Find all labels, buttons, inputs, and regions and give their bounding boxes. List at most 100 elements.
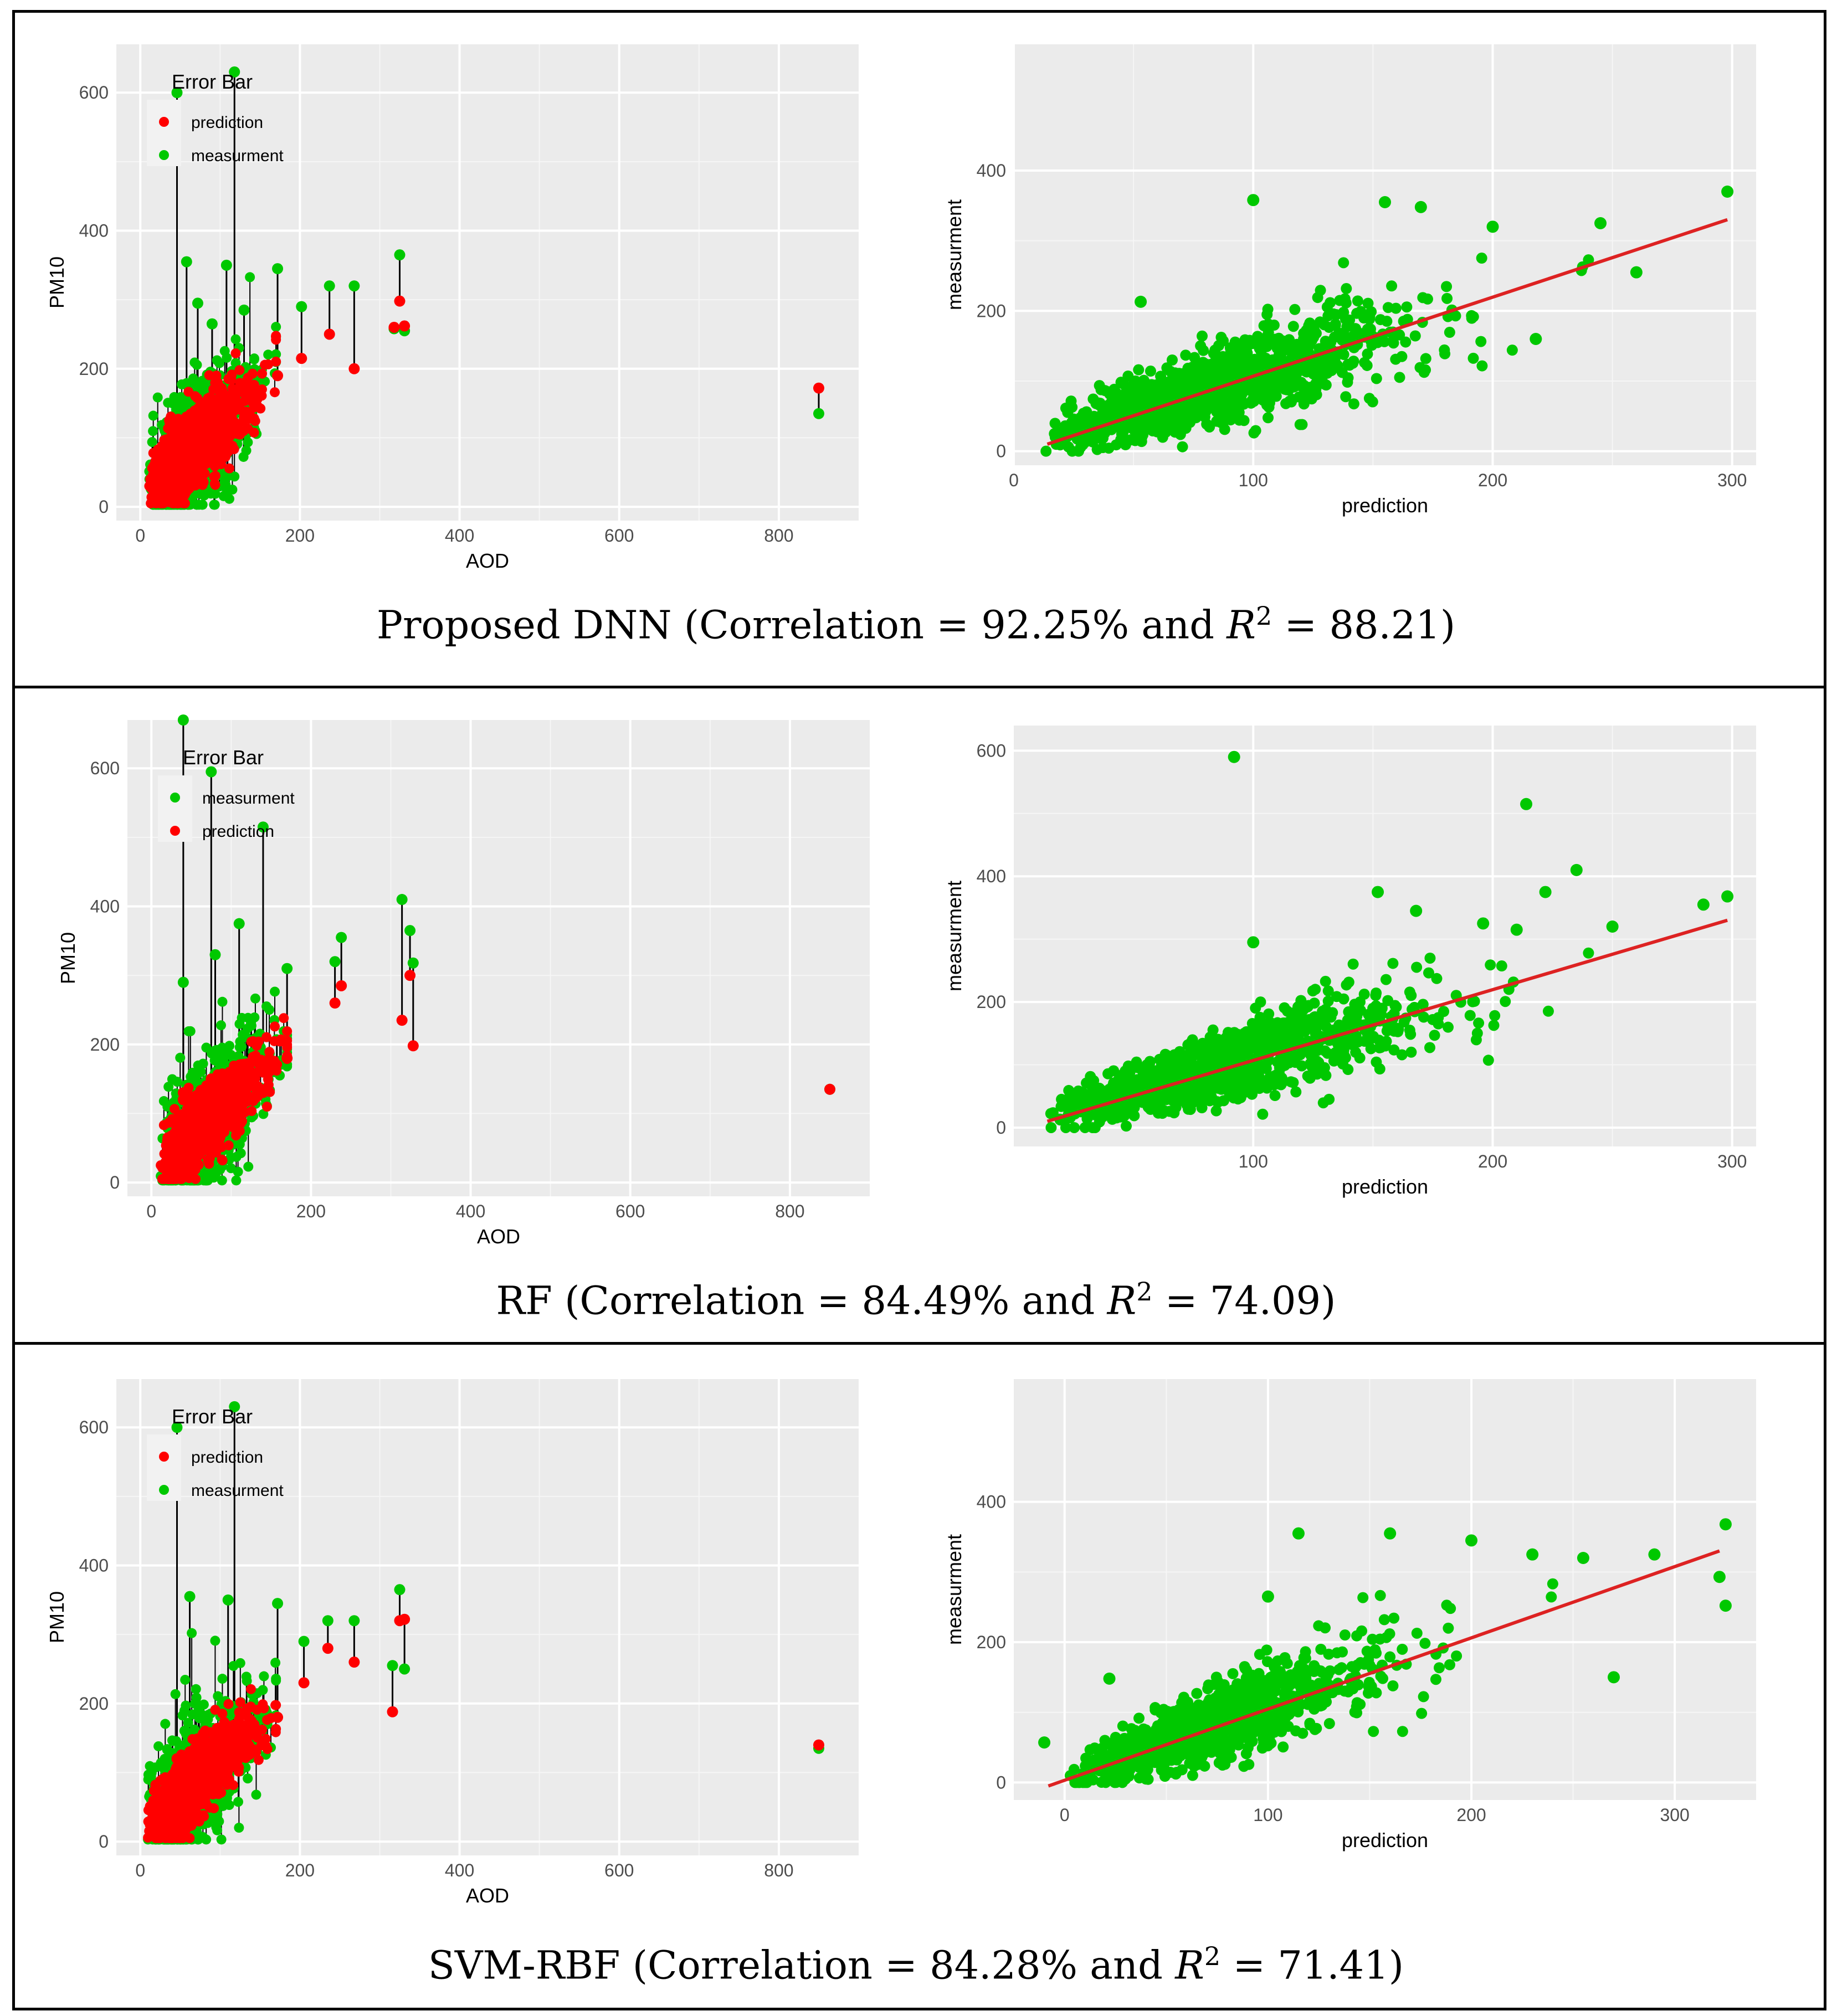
measurment-point xyxy=(171,87,183,99)
prediction-point xyxy=(166,412,176,422)
prediction-point xyxy=(164,446,175,457)
x-tick-label: 600 xyxy=(604,526,634,546)
prediction-point xyxy=(180,434,191,445)
data-point xyxy=(1250,425,1261,436)
prediction-point xyxy=(148,461,159,471)
measurment-point xyxy=(163,1082,174,1092)
data-point xyxy=(1330,318,1341,330)
x-axis-title: prediction xyxy=(1342,494,1428,517)
data-point xyxy=(1081,435,1093,447)
prediction-point xyxy=(183,422,193,433)
data-point xyxy=(1308,332,1320,343)
prediction-point xyxy=(230,348,241,358)
caption-joiner: and xyxy=(1141,602,1215,648)
prediction-point xyxy=(157,468,168,479)
prediction-point xyxy=(257,368,268,379)
data-point xyxy=(1351,307,1363,319)
prediction-point xyxy=(203,440,213,451)
data-point xyxy=(1133,364,1145,376)
prediction-point xyxy=(217,402,228,412)
prediction-point xyxy=(271,335,281,345)
data-point xyxy=(1476,360,1488,372)
measurment-point xyxy=(263,349,274,360)
data-point xyxy=(1313,343,1325,354)
data-point xyxy=(1081,406,1092,418)
measurment-point xyxy=(192,359,202,370)
data-point xyxy=(1155,389,1167,401)
data-point xyxy=(1225,402,1236,413)
data-point xyxy=(1247,194,1260,207)
data-point xyxy=(1476,253,1487,264)
legend-title: Error Bar xyxy=(172,70,253,93)
data-point xyxy=(1168,384,1179,395)
data-point xyxy=(1263,402,1275,413)
x-tick-label: 800 xyxy=(775,1201,804,1221)
data-point xyxy=(1381,316,1393,327)
legend: Error Bar prediction measurment xyxy=(147,70,284,166)
measurment-point xyxy=(230,334,241,344)
prediction-point xyxy=(204,370,214,380)
data-point xyxy=(1188,361,1200,373)
data-point xyxy=(1225,354,1237,366)
data-point xyxy=(1217,360,1228,372)
data-point xyxy=(1340,391,1352,403)
measurment-point xyxy=(148,410,158,421)
data-point xyxy=(1147,425,1158,436)
data-point xyxy=(1128,378,1140,389)
data-point xyxy=(1099,428,1111,439)
prediction-point xyxy=(165,480,175,490)
prediction-point xyxy=(269,387,280,398)
data-point xyxy=(1583,254,1594,266)
prediction-point xyxy=(176,496,186,506)
data-point xyxy=(1211,389,1223,401)
data-point xyxy=(1320,379,1332,391)
prediction-point xyxy=(296,353,307,364)
data-point xyxy=(1141,384,1153,396)
prediction-point xyxy=(244,407,255,418)
data-point xyxy=(1439,348,1451,359)
data-point xyxy=(1166,354,1178,366)
data-point xyxy=(1235,387,1247,398)
prediction-point xyxy=(249,388,259,399)
data-point xyxy=(1364,313,1376,325)
data-point xyxy=(1409,330,1421,342)
data-point xyxy=(1400,336,1412,348)
data-point xyxy=(1394,372,1405,383)
data-point xyxy=(1198,344,1209,356)
data-point xyxy=(1263,412,1274,424)
prediction-point xyxy=(256,384,267,395)
data-point xyxy=(1094,397,1106,409)
x-tick-label: 600 xyxy=(615,1201,645,1221)
y-axis-title: PM10 xyxy=(61,932,79,984)
prediction-point xyxy=(399,320,410,332)
prediction-point xyxy=(388,322,400,333)
data-point xyxy=(1287,375,1299,387)
prediction-point xyxy=(272,370,284,382)
x-tick-label: 0 xyxy=(135,526,145,546)
data-point xyxy=(1287,321,1299,332)
measurment-point xyxy=(219,346,230,356)
caption-corr: 92.25% xyxy=(981,602,1130,648)
data-point xyxy=(1244,335,1255,346)
fit-plot-dnn: 0 100 200 300 0 200 400 prediction measurment xyxy=(943,44,1756,517)
prediction-point xyxy=(220,422,231,433)
data-point xyxy=(1226,383,1238,395)
x-axis-title: AOD xyxy=(466,549,509,572)
data-point xyxy=(1094,380,1105,392)
prediction-point xyxy=(184,484,194,494)
prediction-point xyxy=(158,485,168,496)
data-point xyxy=(1475,336,1487,347)
measurment-point xyxy=(238,304,250,316)
y-tick-label: 600 xyxy=(79,83,109,102)
measurment-point xyxy=(148,426,158,436)
data-point xyxy=(1214,402,1226,414)
prediction-point xyxy=(243,423,253,434)
data-point xyxy=(1125,434,1136,446)
data-point xyxy=(1248,385,1260,397)
y-tick-label: 200 xyxy=(90,1035,120,1055)
data-point xyxy=(1285,396,1297,408)
measurment-point xyxy=(192,488,203,498)
data-point xyxy=(1414,362,1426,373)
prediction-point xyxy=(152,497,163,507)
prediction-point xyxy=(394,295,406,307)
